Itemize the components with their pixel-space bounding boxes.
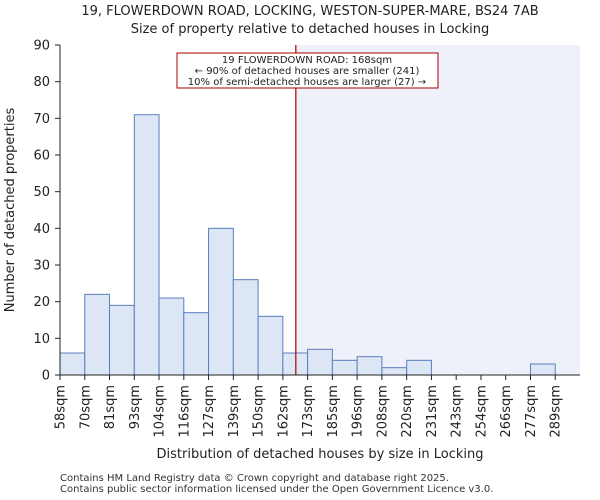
x-tick-label: 220sqm [400,385,415,438]
y-axis-label: Number of detached properties [3,108,18,313]
bar [158,297,185,376]
x-tick-label: 196sqm [351,385,366,438]
annotation-line-2: ← 90% of detached houses are smaller (24… [195,66,420,77]
x-axis-label: Distribution of detached houses by size … [157,447,484,462]
annotation-box [176,52,439,89]
x-tick-label: 208sqm [375,385,390,438]
bar [208,227,234,376]
x-tick-label: 243sqm [450,385,465,438]
x-tick-label: 81sqm [103,385,118,429]
x-tick-label: 266sqm [499,385,514,438]
bar [381,367,408,376]
y-tick-label: 20 [33,295,50,310]
x-tick-label: 254sqm [474,385,489,438]
annotation-line-3: 10% of semi-detached houses are larger (… [188,77,426,88]
marker-annotation: 19 FLOWERDOWN ROAD: 168sqm ← 90% of deta… [176,52,439,89]
x-axis: 58sqm 70sqm 81sqm 93sqm 104sqm 116sqm 127sqm 13… [54,375,564,438]
y-axis: 0 10 20 30 40 50 60 70 80 90 [33,39,60,384]
x-tick-label: 185sqm [326,385,341,438]
y-tick-label: 0 [42,369,50,384]
bar [183,312,210,376]
highlight-region [295,45,580,375]
bar [84,293,111,376]
footer-licence: Contains public sector information licen… [60,484,494,495]
bar [133,114,160,376]
x-tick-label: 150sqm [252,385,267,438]
y-tick-label: 90 [33,39,50,54]
x-tick-label: 93sqm [128,385,143,429]
footer-copyright: Contains HM Land Registry data © Crown c… [60,473,449,484]
x-tick-label: 127sqm [202,385,217,438]
x-tick-label: 277sqm [524,385,539,438]
plot-area [59,45,580,376]
x-tick-label: 104sqm [153,385,168,438]
bar [406,359,432,376]
y-tick-label: 10 [33,332,50,347]
x-tick-label: 139sqm [227,385,242,438]
bar [109,304,135,376]
bar [307,348,333,376]
y-tick-label: 50 [33,185,50,200]
y-tick-label: 30 [33,259,50,274]
bar [529,363,556,376]
x-tick-label: 116sqm [177,385,192,438]
bar [59,352,86,376]
bar [257,315,284,376]
x-tick-label: 58sqm [54,385,69,429]
bar [356,356,383,376]
y-tick-label: 40 [33,222,50,237]
x-tick-label: 231sqm [425,385,440,438]
y-tick-label: 60 [33,149,50,164]
bar [232,279,259,376]
y-tick-label: 70 [33,112,50,127]
chart-subtitle: Size of property relative to detached ho… [131,22,490,37]
x-tick-label: 162sqm [276,385,291,438]
x-tick-label: 173sqm [301,385,316,438]
x-tick-label: 289sqm [549,385,564,438]
annotation-line-1: 19 FLOWERDOWN ROAD: 168sqm [222,55,392,66]
x-tick-label: 70sqm [78,385,93,429]
y-tick-label: 80 [33,75,50,90]
bar [331,359,358,376]
chart-title: 19, FLOWERDOWN ROAD, LOCKING, WESTON-SUP… [81,4,538,19]
